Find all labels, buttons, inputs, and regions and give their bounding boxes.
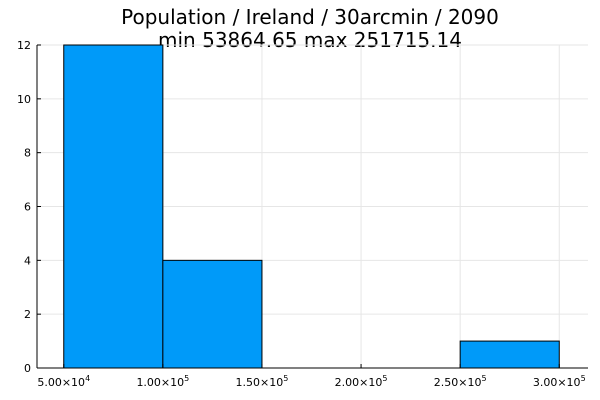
y-tick-label-4: 8	[24, 147, 31, 160]
x-tick-label-0: 5.00×104	[37, 374, 90, 389]
y-tick-label-0: 0	[24, 362, 31, 375]
x-tick-label-3: 2.00×105	[335, 374, 388, 389]
y-tick-label-3: 6	[24, 201, 31, 214]
x-tick-label-5: 3.00×105	[533, 374, 586, 389]
y-tick-label-5: 10	[17, 93, 31, 106]
bars	[63, 44, 560, 369]
histogram-bar-0	[63, 44, 164, 369]
y-tick-label-6: 12	[17, 39, 31, 52]
y-tick-label-1: 2	[24, 308, 31, 321]
chart-title: Population / Ireland / 30arcmin / 2090	[121, 5, 499, 29]
x-tick-label-2: 1.50×105	[236, 374, 289, 389]
histogram-bar-4	[459, 340, 560, 369]
x-tick-label-4: 2.50×105	[434, 374, 487, 389]
chart-subtitle: min 53864.65 max 251715.14	[158, 28, 462, 52]
axes	[36, 44, 588, 369]
histogram-bar-1	[162, 259, 263, 369]
y-tick-label-2: 4	[24, 254, 31, 267]
x-tick-labels: 5.00×104 1.00×105 1.50×105 2.00×105 2.50×105…	[37, 374, 585, 389]
x-tick-label-1: 1.00×105	[136, 374, 189, 389]
y-tick-labels: 0 2 4 6 8 10 12	[17, 39, 31, 375]
